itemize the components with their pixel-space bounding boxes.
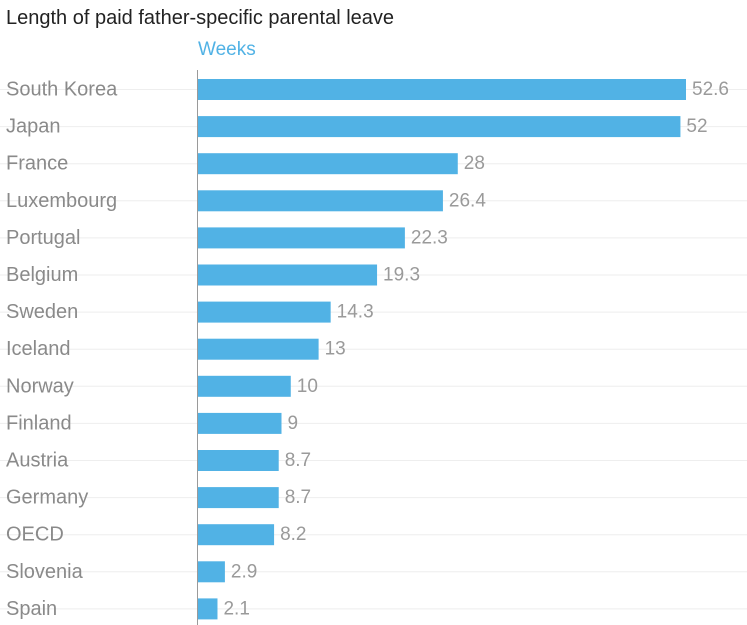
value-label: 26.4 xyxy=(449,190,486,211)
value-label: 8.7 xyxy=(285,450,311,471)
value-label: 2.9 xyxy=(231,561,257,582)
category-label: Austria xyxy=(6,450,69,472)
bar-belgium xyxy=(198,264,378,286)
bar-germany xyxy=(198,487,279,509)
bar-iceland xyxy=(198,338,319,360)
value-label: 9 xyxy=(287,413,298,434)
value-label: 52.6 xyxy=(692,79,729,100)
value-label: 19.3 xyxy=(383,265,420,286)
bar-south-korea xyxy=(198,79,686,100)
chart-title: Length of paid father-specific parental … xyxy=(6,7,395,29)
value-label: 8.2 xyxy=(280,524,306,545)
category-label: Iceland xyxy=(6,338,71,360)
bar-luxembourg xyxy=(198,190,443,212)
category-label: Japan xyxy=(6,116,61,138)
category-label: France xyxy=(6,153,68,175)
value-label: 8.7 xyxy=(285,487,311,508)
bar-spain xyxy=(198,598,218,620)
bar-norway xyxy=(198,375,291,397)
value-label: 13 xyxy=(325,339,346,360)
category-label: Belgium xyxy=(6,264,78,286)
value-label: 22.3 xyxy=(411,227,448,248)
bar-austria xyxy=(198,450,279,471)
category-label: South Korea xyxy=(6,79,118,101)
value-label: 10 xyxy=(297,376,318,397)
value-label: 2.1 xyxy=(223,598,249,619)
bar-finland xyxy=(198,412,282,434)
bar-japan xyxy=(198,116,681,138)
value-label: 52 xyxy=(686,116,707,137)
bar-sweden xyxy=(198,301,331,323)
labels: South Korea 52.6 Japan 52 France 28 Luxembourg… xyxy=(6,79,729,620)
bar-oecd xyxy=(198,524,275,546)
bar-portugal xyxy=(198,227,405,249)
value-label: 28 xyxy=(464,153,485,174)
bars xyxy=(198,79,686,620)
category-label: Luxembourg xyxy=(6,190,117,212)
bar-slovenia xyxy=(198,561,225,583)
category-label: OECD xyxy=(6,524,64,546)
category-label: Norway xyxy=(6,375,74,397)
unit-label: Weeks xyxy=(198,39,256,60)
category-label: Slovenia xyxy=(6,561,84,583)
value-label: 14.3 xyxy=(337,302,374,323)
category-label: Sweden xyxy=(6,301,78,323)
category-label: Germany xyxy=(6,487,88,509)
category-label: Finland xyxy=(6,412,72,434)
bar-france xyxy=(198,153,458,175)
category-label: Portugal xyxy=(6,227,81,249)
category-label: Spain xyxy=(6,598,57,620)
